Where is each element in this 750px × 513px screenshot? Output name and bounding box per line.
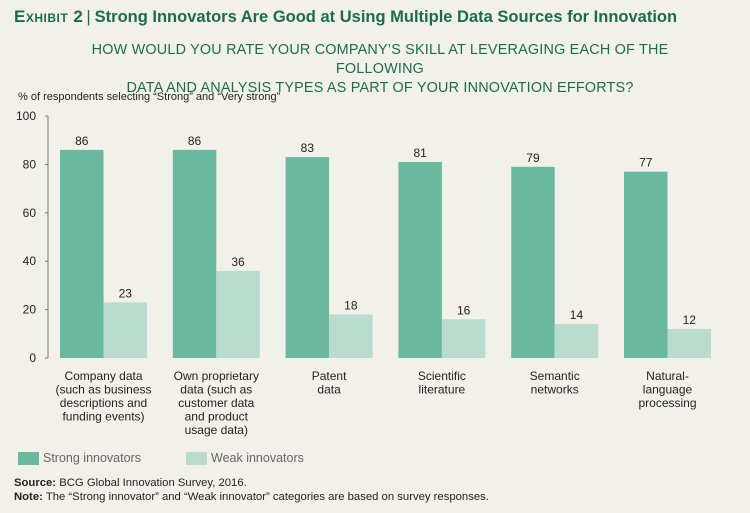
exhibit-label: Exhibit 2 [14, 7, 84, 26]
category-label: descriptions and [60, 396, 147, 410]
category-label: Scientific [418, 369, 466, 383]
category-label: Natural- [646, 369, 689, 383]
category-label: data (such as [180, 383, 252, 397]
data-label-strong: 79 [526, 151, 540, 165]
data-label-weak: 16 [457, 303, 471, 317]
bar-weak [554, 324, 599, 358]
bar-strong [172, 149, 217, 358]
data-label-strong: 86 [188, 134, 202, 148]
data-label-weak: 12 [683, 313, 697, 327]
y-tick-label: 80 [23, 157, 37, 171]
data-label-weak: 36 [231, 255, 245, 269]
source-text: BCG Global Innovation Survey, 2016. [59, 477, 247, 489]
note-text: The “Strong innovator” and “Weak innovat… [45, 491, 489, 503]
data-label-weak: 14 [570, 308, 584, 322]
footnotes: Source: BCG Global Innovation Survey, 20… [14, 476, 734, 504]
exhibit-title: Exhibit 2 | Strong Innovators Are Good at … [14, 7, 677, 27]
category-label: processing [638, 396, 696, 410]
legend-label-weak: Weak innovators [211, 451, 304, 465]
bar-strong [285, 157, 330, 358]
survey-question: HOW WOULD YOU RATE YOUR COMPANY’S SKILL … [70, 41, 690, 98]
category-label: and product [185, 410, 249, 424]
title-separator: | [86, 8, 91, 26]
category-label: Patent [312, 369, 347, 383]
category-label: Own proprietary [174, 369, 259, 383]
y-tick-label: 0 [29, 351, 36, 365]
legend-swatch-weak [186, 452, 207, 465]
category-label: (such as business [55, 383, 151, 397]
bar-chart: 0 20 40 60 80 100 86 23 Company data(such as bus… [16, 109, 711, 437]
source-label: Source: [14, 477, 57, 489]
category-label: customer data [178, 396, 254, 410]
bar-weak [103, 302, 147, 358]
category-label: networks [531, 383, 579, 397]
category-label: Semantic [530, 369, 580, 383]
category-label: data [317, 383, 341, 397]
bar-weak [441, 319, 486, 358]
y-axis-label: % of respondents selecting “Strong” and … [18, 91, 281, 103]
category-label: usage data) [185, 423, 248, 437]
category-label: Company data [64, 369, 142, 383]
bar-strong [398, 161, 442, 358]
survey-question-line: DATA AND ANALYSIS TYPES AS PART OF YOUR … [126, 80, 634, 96]
bar-weak [667, 328, 711, 358]
category-label: literature [419, 383, 466, 397]
y-tick-label: 60 [23, 206, 37, 220]
legend-label-strong: Strong innovators [43, 451, 141, 465]
data-label-weak: 18 [344, 298, 358, 312]
y-tick-label: 40 [23, 254, 37, 268]
source-line: Source: BCG Global Innovation Survey, 20… [14, 476, 734, 490]
legend-swatch-strong [18, 452, 39, 465]
note-line: Note: The “Strong innovator” and “Weak i… [14, 490, 734, 504]
bar-weak [216, 270, 260, 358]
bar-strong [511, 166, 555, 358]
bar-strong [624, 171, 668, 358]
category-label: language [643, 383, 693, 397]
data-label-strong: 86 [75, 134, 89, 148]
data-label-strong: 77 [639, 156, 653, 170]
data-label-strong: 83 [301, 141, 315, 155]
category-label: funding events) [62, 410, 144, 424]
bar-strong [60, 149, 104, 358]
survey-question-line: HOW WOULD YOU RATE YOUR COMPANY’S SKILL … [91, 42, 669, 77]
chart-title: Strong Innovators Are Good at Using Mult… [94, 8, 678, 26]
note-label: Note: [14, 491, 43, 503]
y-tick-label: 20 [23, 303, 37, 317]
y-tick-label: 100 [16, 109, 36, 123]
data-label-strong: 81 [413, 146, 427, 160]
data-label-weak: 23 [119, 286, 133, 300]
bar-weak [329, 314, 373, 358]
